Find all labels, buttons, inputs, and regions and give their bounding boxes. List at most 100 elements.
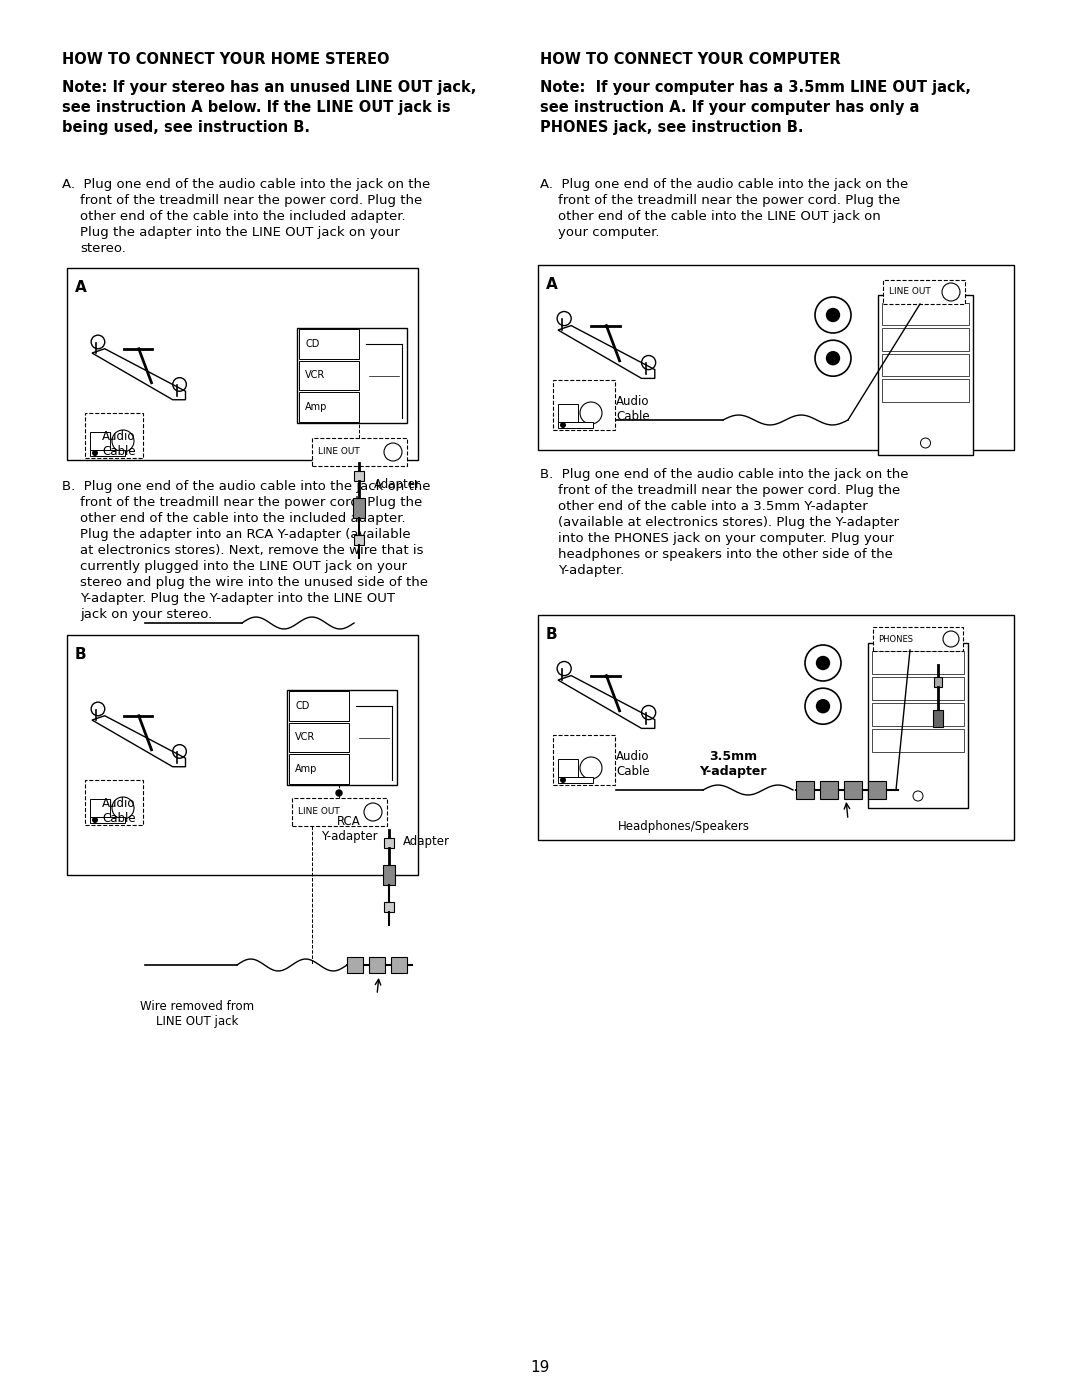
Text: B.  Plug one end of the audio cable into the jack on the: B. Plug one end of the audio cable into … xyxy=(62,481,431,493)
Bar xyxy=(872,651,964,675)
Bar xyxy=(312,439,407,467)
Circle shape xyxy=(336,789,342,796)
Bar xyxy=(299,393,359,422)
Text: Headphones/Speakers: Headphones/Speakers xyxy=(618,820,750,833)
Text: front of the treadmill near the power cord. Plug the: front of the treadmill near the power co… xyxy=(80,194,422,207)
Circle shape xyxy=(815,655,831,671)
Bar xyxy=(353,497,365,518)
Polygon shape xyxy=(558,676,654,728)
Bar xyxy=(90,432,110,450)
Bar xyxy=(558,777,593,782)
Bar xyxy=(354,471,364,481)
Bar xyxy=(558,759,578,777)
Text: other end of the cable into the included adapter.: other end of the cable into the included… xyxy=(80,511,406,525)
Bar xyxy=(67,636,418,875)
Text: Y-adapter.: Y-adapter. xyxy=(558,564,624,577)
Text: CD: CD xyxy=(305,339,320,349)
Bar xyxy=(538,615,1014,840)
Circle shape xyxy=(92,817,98,823)
Bar xyxy=(85,780,143,826)
Text: front of the treadmill near the power cord. Plug the: front of the treadmill near the power co… xyxy=(558,194,901,207)
Text: front of the treadmill near the power cord. Plug the: front of the treadmill near the power co… xyxy=(80,496,422,509)
Bar xyxy=(872,703,964,726)
Text: other end of the cable into the included adapter.: other end of the cable into the included… xyxy=(80,210,406,224)
Bar xyxy=(67,268,418,460)
Bar xyxy=(558,422,593,427)
Bar xyxy=(85,414,143,458)
Bar xyxy=(843,781,862,799)
Text: other end of the cable into a 3.5mm Y-adapter: other end of the cable into a 3.5mm Y-ad… xyxy=(558,500,867,513)
Bar xyxy=(882,303,969,326)
Text: Audio
Cable: Audio Cable xyxy=(103,430,136,458)
Bar xyxy=(934,678,942,687)
Text: Wire removed from: Wire removed from xyxy=(140,1000,254,1013)
Circle shape xyxy=(826,307,840,323)
Polygon shape xyxy=(92,715,186,767)
Bar xyxy=(90,799,110,817)
Bar xyxy=(292,798,387,826)
Bar xyxy=(369,957,384,972)
Bar xyxy=(820,781,838,799)
Bar xyxy=(868,781,886,799)
Text: LINE OUT jack: LINE OUT jack xyxy=(156,1016,239,1028)
Text: front of the treadmill near the power cord. Plug the: front of the treadmill near the power co… xyxy=(558,483,901,497)
Text: PHONES: PHONES xyxy=(878,634,913,644)
Circle shape xyxy=(561,777,566,782)
Text: Note: If your stereo has an unused LINE OUT jack,
see instruction A below. If th: Note: If your stereo has an unused LINE … xyxy=(62,80,476,134)
Text: other end of the cable into the LINE OUT jack on: other end of the cable into the LINE OUT… xyxy=(558,210,881,224)
Bar xyxy=(384,838,394,848)
Bar xyxy=(882,328,969,351)
Text: Adapter: Adapter xyxy=(403,835,450,848)
Text: jack on your stereo.: jack on your stereo. xyxy=(80,608,213,622)
Bar xyxy=(872,678,964,700)
Bar xyxy=(289,722,349,753)
Bar xyxy=(872,729,964,753)
Text: Audio
Cable: Audio Cable xyxy=(103,798,136,826)
Bar xyxy=(558,404,578,422)
Text: headphones or speakers into the other side of the: headphones or speakers into the other si… xyxy=(558,548,893,562)
Circle shape xyxy=(815,698,831,714)
Text: HOW TO CONNECT YOUR COMPUTER: HOW TO CONNECT YOUR COMPUTER xyxy=(540,52,840,67)
Circle shape xyxy=(826,351,840,366)
Bar xyxy=(873,627,963,651)
Text: Amp: Amp xyxy=(305,402,327,412)
Bar xyxy=(289,692,349,721)
Text: stereo.: stereo. xyxy=(80,242,126,256)
Text: B: B xyxy=(546,627,557,643)
Text: Audio
Cable: Audio Cable xyxy=(617,750,650,778)
Bar xyxy=(289,754,349,784)
Text: VCR: VCR xyxy=(295,732,315,742)
Bar xyxy=(868,643,968,807)
Text: Note:  If your computer has a 3.5mm LINE OUT jack,
see instruction A. If your co: Note: If your computer has a 3.5mm LINE … xyxy=(540,80,971,134)
Bar xyxy=(882,379,969,401)
Bar xyxy=(383,865,395,886)
Bar xyxy=(538,265,1014,450)
Bar xyxy=(391,957,407,972)
Text: currently plugged into the LINE OUT jack on your: currently plugged into the LINE OUT jack… xyxy=(80,560,407,573)
Text: Adapter: Adapter xyxy=(374,478,421,490)
Bar xyxy=(553,735,615,785)
Text: Plug the adapter into the LINE OUT jack on your: Plug the adapter into the LINE OUT jack … xyxy=(80,226,400,239)
Text: LINE OUT: LINE OUT xyxy=(298,807,340,816)
Text: B: B xyxy=(75,647,86,662)
Text: Plug the adapter into an RCA Y-adapter (available: Plug the adapter into an RCA Y-adapter (… xyxy=(80,528,410,541)
Bar xyxy=(347,957,363,972)
Bar xyxy=(90,817,125,823)
Bar xyxy=(384,902,394,912)
Bar xyxy=(882,353,969,376)
Text: A: A xyxy=(75,279,86,295)
Circle shape xyxy=(92,450,98,455)
Bar xyxy=(297,328,407,423)
Text: Amp: Amp xyxy=(295,764,318,774)
Text: stereo and plug the wire into the unused side of the: stereo and plug the wire into the unused… xyxy=(80,576,428,590)
Text: Y-adapter. Plug the Y-adapter into the LINE OUT: Y-adapter. Plug the Y-adapter into the L… xyxy=(80,592,395,605)
Bar xyxy=(299,330,359,359)
Bar xyxy=(354,535,364,545)
Text: B.  Plug one end of the audio cable into the jack on the: B. Plug one end of the audio cable into … xyxy=(540,468,908,481)
Polygon shape xyxy=(92,349,186,400)
Text: your computer.: your computer. xyxy=(558,226,660,239)
Text: at electronics stores). Next, remove the wire that is: at electronics stores). Next, remove the… xyxy=(80,543,423,557)
Text: LINE OUT: LINE OUT xyxy=(318,447,360,457)
Text: (available at electronics stores). Plug the Y-adapter: (available at electronics stores). Plug … xyxy=(558,515,899,529)
Bar xyxy=(878,295,973,455)
